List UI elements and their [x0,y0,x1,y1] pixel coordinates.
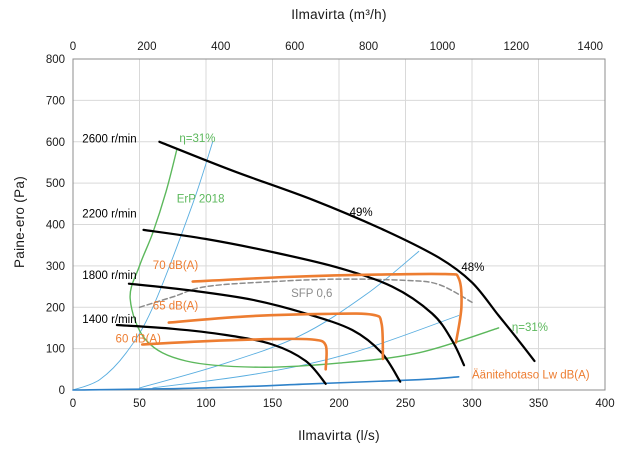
curve-label: Äänitehotaso Lw dB(A) [472,369,590,381]
x2-tick-label: 200 [137,41,156,53]
sound-curve [191,272,463,344]
y-tick-label: 300 [46,261,65,273]
curve-label: η=31% [512,322,548,334]
y-tick-label: 100 [46,344,65,356]
x2-tick-label: 1000 [430,41,456,53]
x-tick-label: 400 [595,398,614,410]
x-tick-label: 350 [529,398,548,410]
curve-label: 2200 r/min [82,208,136,220]
y-axis-title: Paine-ero (Pa) [12,176,27,268]
x-tick-label: 100 [196,398,215,410]
x-tick-label: 0 [70,398,76,410]
x-tick-label: 150 [263,398,282,410]
series-layer [72,140,536,391]
x-tick-label: 250 [396,398,415,410]
curve-label: η=31% [179,133,215,145]
y-tick-label: 200 [46,302,65,314]
curve-label: ErP 2018 [177,194,225,206]
x2-tick-label: 800 [359,41,378,53]
y-tick-label: 400 [46,220,65,232]
grid-layer [72,58,606,391]
x2-tick-label: 1200 [504,41,530,53]
x-axis-title: Ilmavirta (l/s) [298,428,380,443]
ticks-layer: 0 50 100 150 200 250 300 350 400 0 100 200 300 400 500… [46,41,615,410]
y-tick-label: 0 [59,385,65,397]
curve-label: 65 dB(A) [153,300,199,312]
x-tick-label: 300 [462,398,481,410]
x-tick-label: 200 [329,398,348,410]
curve-label: 48% [461,262,484,274]
y-tick-label: 800 [46,54,65,66]
x-tick-label: 50 [133,398,146,410]
curve-label: SFP 0,6 [291,288,332,300]
sound-curve [140,337,328,371]
efficiency-curve [129,149,500,368]
plot-frame [72,58,606,391]
y-tick-label: 700 [46,95,65,107]
curve-label: 60 dB(A) [116,333,162,345]
system-curve [72,141,214,391]
system-main-curve [72,376,460,391]
system-curve [152,315,460,389]
annotation-layer: 2600 r/min η=31% ErP 2018 2200 r/min 49% 1800… [82,133,589,382]
sfp-curve [138,278,473,309]
curve-label: 1800 r/min [82,270,136,282]
y-tick-label: 500 [46,178,65,190]
x2-axis-title: Ilmavirta (m³/h) [291,7,387,22]
curve-label: 70 dB(A) [153,260,199,272]
x2-tick-label: 1400 [577,41,603,53]
x2-tick-label: 400 [211,41,230,53]
curve-label: 2600 r/min [82,134,136,146]
curve-label: 1400 r/min [82,314,136,326]
curve-label: 49% [350,207,373,219]
x2-tick-label: 600 [285,41,304,53]
sound-curve [167,312,385,361]
x2-tick-label: 0 [70,41,76,53]
fan-curve [158,140,536,363]
y-tick-label: 600 [46,137,65,149]
